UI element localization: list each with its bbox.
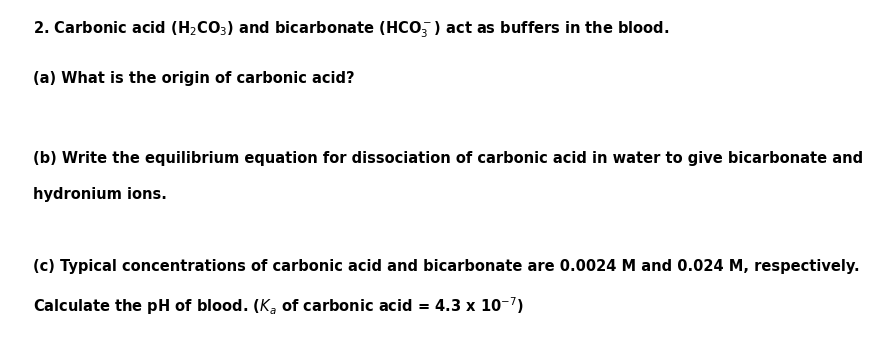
Text: 2. Carbonic acid (H$_2$CO$_3$) and bicarbonate (HCO$_3^-$) act as buffers in the: 2. Carbonic acid (H$_2$CO$_3$) and bicar… — [33, 19, 669, 40]
Text: (b) Write the equilibrium equation for dissociation of carbonic acid in water to: (b) Write the equilibrium equation for d… — [33, 151, 864, 166]
Text: (a) What is the origin of carbonic acid?: (a) What is the origin of carbonic acid? — [33, 71, 355, 86]
Text: hydronium ions.: hydronium ions. — [33, 187, 167, 202]
Text: Calculate the pH of blood. ($K_a$ of carbonic acid = 4.3 x 10$^{-7}$): Calculate the pH of blood. ($K_a$ of car… — [33, 295, 524, 317]
Text: (c) Typical concentrations of carbonic acid and bicarbonate are 0.0024 M and 0.0: (c) Typical concentrations of carbonic a… — [33, 259, 860, 273]
